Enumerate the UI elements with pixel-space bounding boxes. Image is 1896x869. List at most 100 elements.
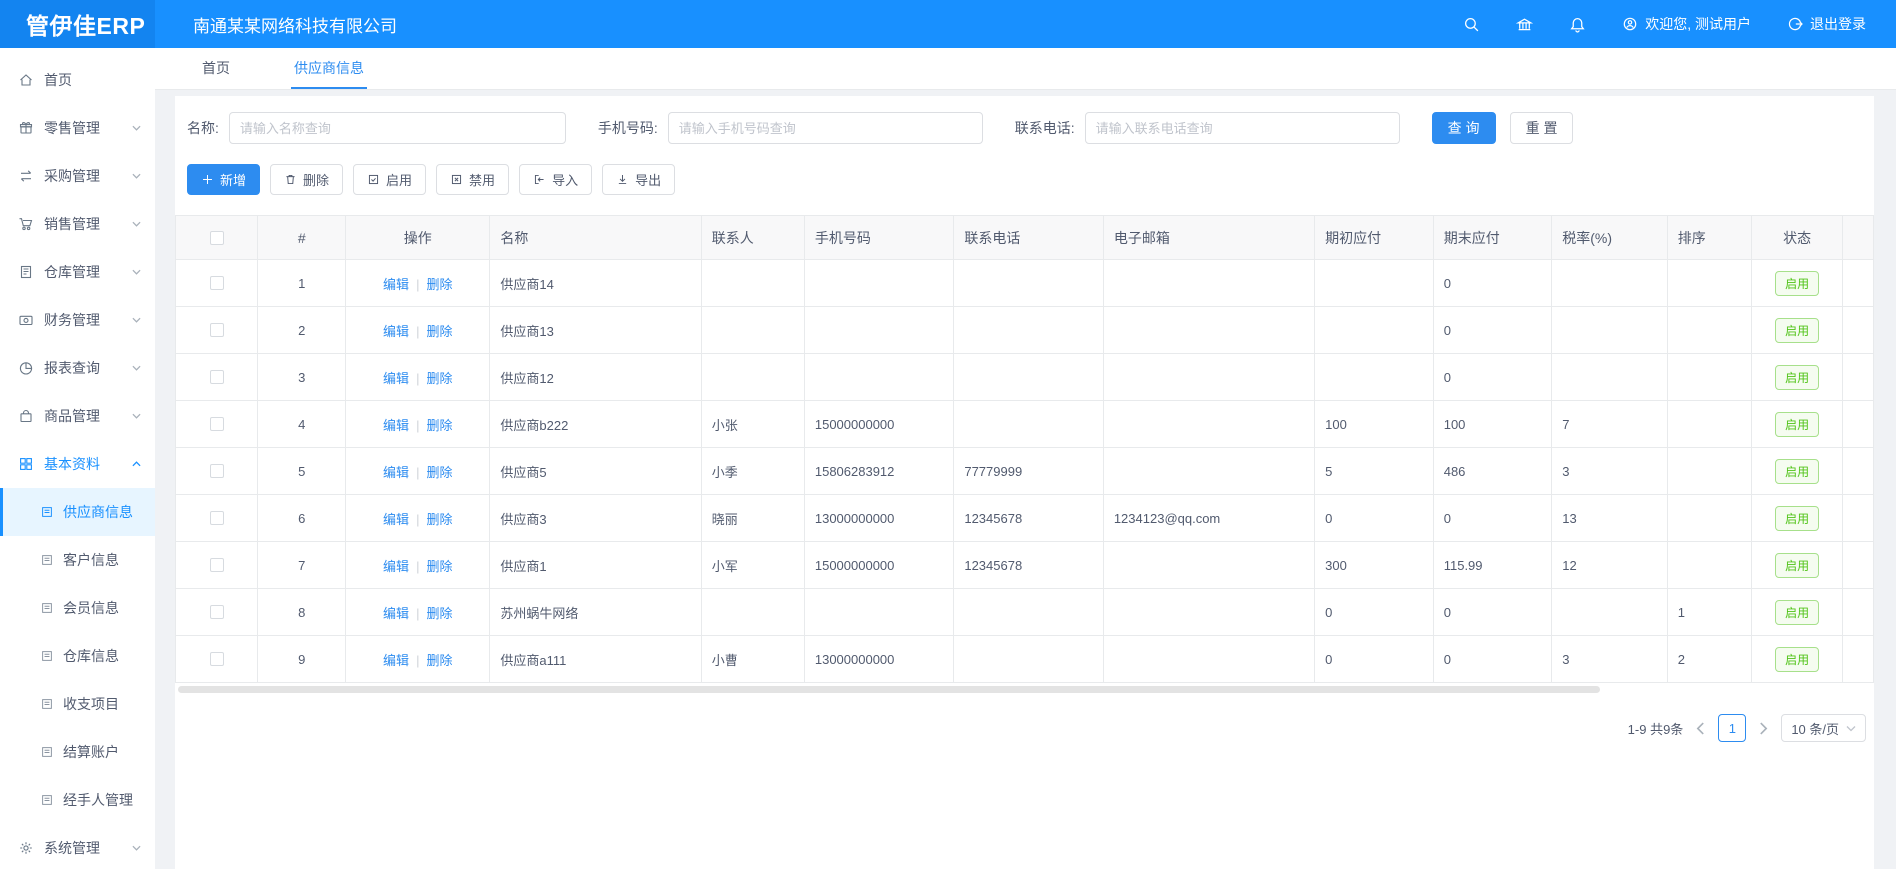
delete-button[interactable]: 删除 <box>270 164 344 195</box>
sidebar-item-5[interactable]: 财务管理 <box>0 296 155 344</box>
welcome-user[interactable]: 欢迎您, 测试用户 <box>1622 14 1751 34</box>
enable-button[interactable]: 启用 <box>353 164 427 195</box>
cell-mobile: 15806283912 <box>803 447 955 495</box>
row-checkbox[interactable] <box>209 276 224 290</box>
query-button[interactable]: 查 询 <box>1431 112 1496 144</box>
cell-mobile: 13000000000 <box>803 494 955 542</box>
cell-status: 启用 <box>1751 353 1843 401</box>
sidebar-item-label: 报表查询 <box>44 360 100 376</box>
disable-button[interactable]: 禁用 <box>436 164 510 195</box>
cell-closing: 486 <box>1432 447 1553 495</box>
export-button[interactable]: 导出 <box>602 164 676 195</box>
delete-link[interactable]: 删除 <box>426 605 453 621</box>
cell-email <box>1102 541 1316 589</box>
next-page-button[interactable] <box>1759 722 1768 735</box>
cell-gutter <box>1841 400 1875 448</box>
row-checkbox[interactable] <box>209 511 224 525</box>
sidebar-item-6[interactable]: 报表查询 <box>0 344 155 392</box>
delete-link[interactable]: 删除 <box>426 558 453 574</box>
delete-link[interactable]: 删除 <box>426 652 453 668</box>
edit-link[interactable]: 编辑 <box>383 652 410 668</box>
select-all-checkbox[interactable] <box>209 230 224 245</box>
page-size-select[interactable]: 10 条/页 <box>1781 714 1866 742</box>
sidebar-item-bottom-0[interactable]: 系统管理 <box>0 824 155 869</box>
cell-closing: 0 <box>1432 494 1553 542</box>
ops-separator: | <box>416 464 420 480</box>
logout-button[interactable]: 退出登录 <box>1787 14 1866 34</box>
delete-link[interactable]: 删除 <box>426 276 453 292</box>
sidebar-subitem-2[interactable]: 会员信息 <box>0 584 155 632</box>
sidebar-subitem-4[interactable]: 收支项目 <box>0 680 155 728</box>
sidebar-subitem-3[interactable]: 仓库信息 <box>0 632 155 680</box>
cell-contact: 晓丽 <box>700 494 805 542</box>
search-icon[interactable] <box>1463 16 1480 33</box>
bell-icon[interactable] <box>1569 16 1586 33</box>
sidebar-item-label: 首页 <box>44 72 72 88</box>
sidebar-subitem-label: 仓库信息 <box>63 648 119 664</box>
sidebar-item-8[interactable]: 基本资料 <box>0 440 155 488</box>
row-checkbox[interactable] <box>209 464 224 478</box>
scrollbar-thumb[interactable] <box>178 686 1601 693</box>
x-square-icon <box>450 173 463 186</box>
sidebar-item-2[interactable]: 采购管理 <box>0 152 155 200</box>
row-checkbox[interactable] <box>209 417 224 431</box>
edit-link[interactable]: 编辑 <box>383 276 410 292</box>
mobile-label: 手机号码: <box>597 120 658 136</box>
delete-link[interactable]: 删除 <box>426 370 453 386</box>
sidebar-subitem-0[interactable]: 供应商信息 <box>0 488 155 536</box>
sidebar-item-1[interactable]: 零售管理 <box>0 104 155 152</box>
sidebar-subitem-6[interactable]: 经手人管理 <box>0 776 155 824</box>
cell-mobile <box>803 259 955 307</box>
cell-index: 5 <box>257 447 347 495</box>
horizontal-scrollbar[interactable] <box>178 685 1871 694</box>
page-number-button[interactable]: 1 <box>1718 714 1747 742</box>
ops-separator: | <box>416 605 420 621</box>
col-closing: 期末应付 <box>1432 215 1553 260</box>
cell-ops: 编辑 | 删除 <box>345 353 491 401</box>
row-checkbox[interactable] <box>209 323 224 337</box>
row-checkbox[interactable] <box>209 652 224 666</box>
delete-link[interactable]: 删除 <box>426 323 453 339</box>
tab-supplier-info[interactable]: 供应商信息 <box>291 48 367 89</box>
sidebar-subitem-1[interactable]: 客户信息 <box>0 536 155 584</box>
goods-icon <box>18 408 34 424</box>
sidebar-item-4[interactable]: 仓库管理 <box>0 248 155 296</box>
edit-link[interactable]: 编辑 <box>383 605 410 621</box>
tab-home[interactable]: 首页 <box>202 59 230 76</box>
mobile-search-input[interactable] <box>667 112 983 144</box>
prev-page-button[interactable] <box>1696 722 1705 735</box>
sidebar-item-0[interactable]: 首页 <box>0 56 155 104</box>
sales-icon <box>18 216 34 232</box>
col-opening: 期初应付 <box>1314 215 1434 260</box>
add-button[interactable]: 新增 <box>187 164 261 195</box>
edit-link[interactable]: 编辑 <box>383 370 410 386</box>
sidebar-item-7[interactable]: 商品管理 <box>0 392 155 440</box>
edit-link[interactable]: 编辑 <box>383 558 410 574</box>
row-checkbox[interactable] <box>209 370 224 384</box>
edit-link[interactable]: 编辑 <box>383 464 410 480</box>
edit-link[interactable]: 编辑 <box>383 417 410 433</box>
ops-separator: | <box>416 511 420 527</box>
edit-link[interactable]: 编辑 <box>383 511 410 527</box>
sidebar-subitem-5[interactable]: 结算账户 <box>0 728 155 776</box>
logo-zone: 管伊佳ERP <box>0 0 155 48</box>
cell-name: 供应商b222 <box>489 400 702 448</box>
delete-link[interactable]: 删除 <box>426 417 453 433</box>
delete-link[interactable]: 删除 <box>426 464 453 480</box>
phone-label: 联系电话: <box>1014 120 1075 136</box>
name-search-input[interactable] <box>228 112 566 144</box>
phone-search-input[interactable] <box>1084 112 1400 144</box>
cell-closing: 115.99 <box>1432 541 1553 589</box>
sidebar-item-3[interactable]: 销售管理 <box>0 200 155 248</box>
cell-tax: 13 <box>1551 494 1668 542</box>
pagination-total: 1-9 共9条 <box>1627 721 1684 737</box>
edit-link[interactable]: 编辑 <box>383 323 410 339</box>
row-checkbox[interactable] <box>209 558 224 572</box>
row-checkbox[interactable] <box>209 605 224 619</box>
delete-link[interactable]: 删除 <box>426 511 453 527</box>
reset-button[interactable]: 重 置 <box>1509 112 1574 144</box>
bank-icon[interactable] <box>1516 16 1534 33</box>
import-button[interactable]: 导入 <box>519 164 593 195</box>
cell-opening: 0 <box>1314 635 1434 683</box>
chevron-down-icon <box>132 221 141 227</box>
